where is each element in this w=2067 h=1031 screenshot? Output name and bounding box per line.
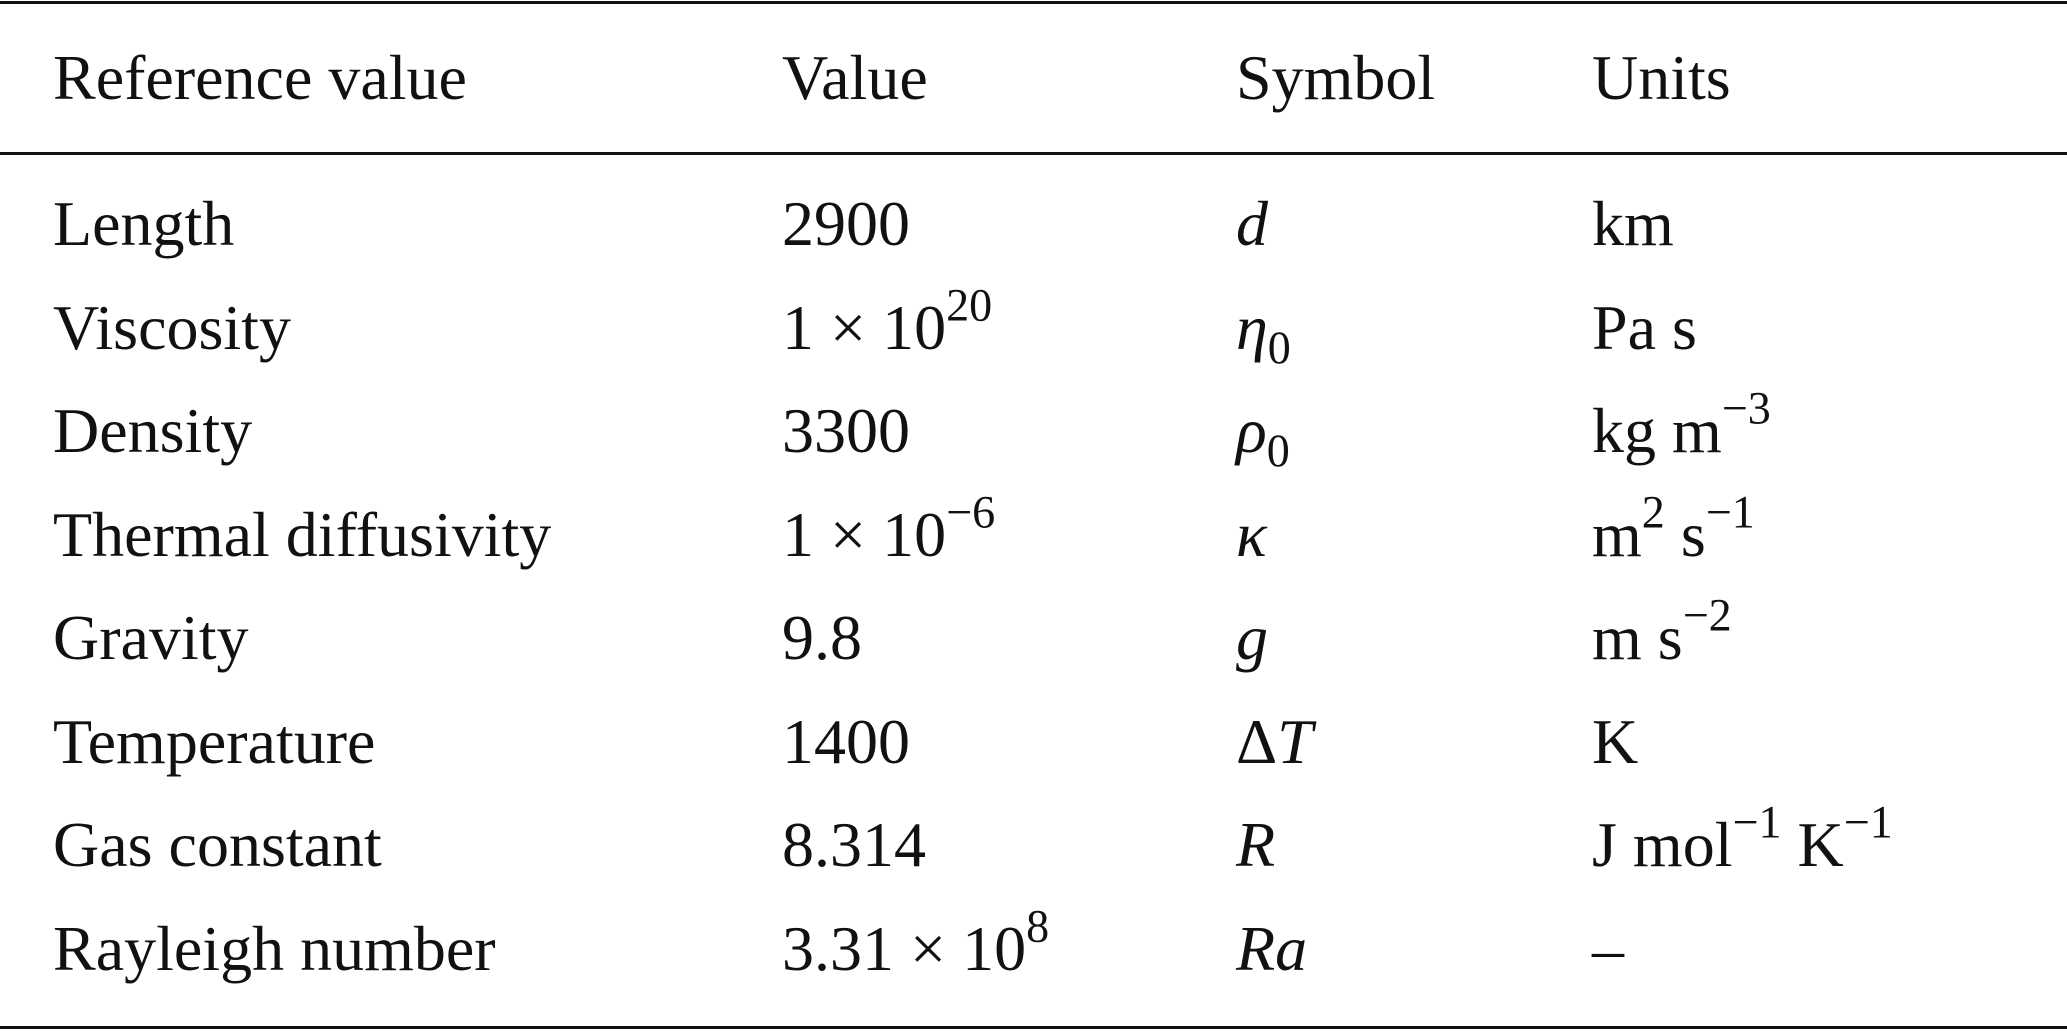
cell-italic: R <box>1236 809 1276 880</box>
table-cell: η0 <box>1236 276 1291 380</box>
cell-italic: κ <box>1236 498 1267 570</box>
cell-text: kg m <box>1592 395 1722 466</box>
bottom-rule <box>0 1026 2067 1029</box>
table-cell: 1400 <box>782 705 910 777</box>
cell-italic: η <box>1236 291 1268 363</box>
cell-sub: 0 <box>1267 321 1291 373</box>
table-cell: Length <box>53 188 235 259</box>
cell-italic: ρ <box>1236 395 1267 466</box>
table-cell: ρ0 <box>1236 379 1290 483</box>
table-cell: – <box>1592 912 1624 984</box>
cell-italic: Ra <box>1236 912 1308 984</box>
table-cell: Pa s <box>1592 291 1697 363</box>
table-cell: g <box>1236 586 1268 690</box>
cell-italic: T <box>1277 705 1313 777</box>
cell-text: m <box>1592 498 1642 570</box>
cell-text: 1 × 10 <box>782 498 947 570</box>
table-cell: 2900 <box>782 188 910 259</box>
table-cell: J mol−1 K−1 <box>1592 793 1893 897</box>
cell-text: 1 × 10 <box>782 291 947 363</box>
table-cell: Viscosity <box>53 291 291 363</box>
table-cell: kg m−3 <box>1592 379 1771 483</box>
cell-sub: 0 <box>1266 424 1290 476</box>
table-cell: 3.31 × 108 <box>782 897 1049 1001</box>
table-cell: Gravity <box>53 602 249 673</box>
table-cell: m s−2 <box>1592 586 1732 690</box>
table-cell: d <box>1236 172 1268 276</box>
table-cell: Ra <box>1236 897 1307 1001</box>
cell-sup: 2 <box>1641 485 1665 537</box>
table-cell: km <box>1592 188 1674 259</box>
cell-italic: g <box>1236 602 1268 673</box>
table-cell: κ <box>1236 483 1267 587</box>
cell-text: m s <box>1592 602 1683 673</box>
cell-sup: −2 <box>1682 589 1732 641</box>
table-cell: ΔT <box>1236 690 1313 794</box>
table-cell: Rayleigh number <box>53 912 496 984</box>
table-cell: 8.314 <box>782 809 926 880</box>
cell-sup: 8 <box>1026 899 1050 951</box>
cell-sup: −1 <box>1732 796 1782 848</box>
header-cell: Units <box>1592 42 1731 113</box>
table-cell: R <box>1236 793 1275 897</box>
top-rule <box>0 1 2067 4</box>
cell-text: 3.31 × 10 <box>782 912 1027 984</box>
table-cell: Temperature <box>53 705 376 777</box>
cell-sup: −1 <box>1843 796 1893 848</box>
cell-text: Δ <box>1236 705 1278 777</box>
table-cell: 1 × 10−6 <box>782 483 995 587</box>
header-cell: Value <box>782 42 928 113</box>
table-cell: Thermal diffusivity <box>53 498 552 570</box>
table-cell: m2 s−1 <box>1592 483 1755 587</box>
cell-sup: 20 <box>946 278 993 330</box>
cell-text: s <box>1664 498 1706 570</box>
table-cell: Gas constant <box>53 809 382 880</box>
table-cell: 1 × 1020 <box>782 276 992 380</box>
cell-sup: −1 <box>1705 485 1755 537</box>
table-cell: Density <box>53 395 253 466</box>
cell-italic: d <box>1236 188 1268 259</box>
table-cell: K <box>1592 705 1639 777</box>
header-rule <box>0 152 2067 155</box>
table-cell: 9.8 <box>782 602 862 673</box>
header-cell: Reference value <box>53 42 467 113</box>
cell-sup: −6 <box>946 485 996 537</box>
cell-text: K <box>1781 809 1844 880</box>
cell-sup: −3 <box>1721 382 1771 434</box>
cell-text: J mol <box>1592 809 1733 880</box>
header-cell: Symbol <box>1236 42 1436 113</box>
table-cell: 3300 <box>782 395 910 466</box>
